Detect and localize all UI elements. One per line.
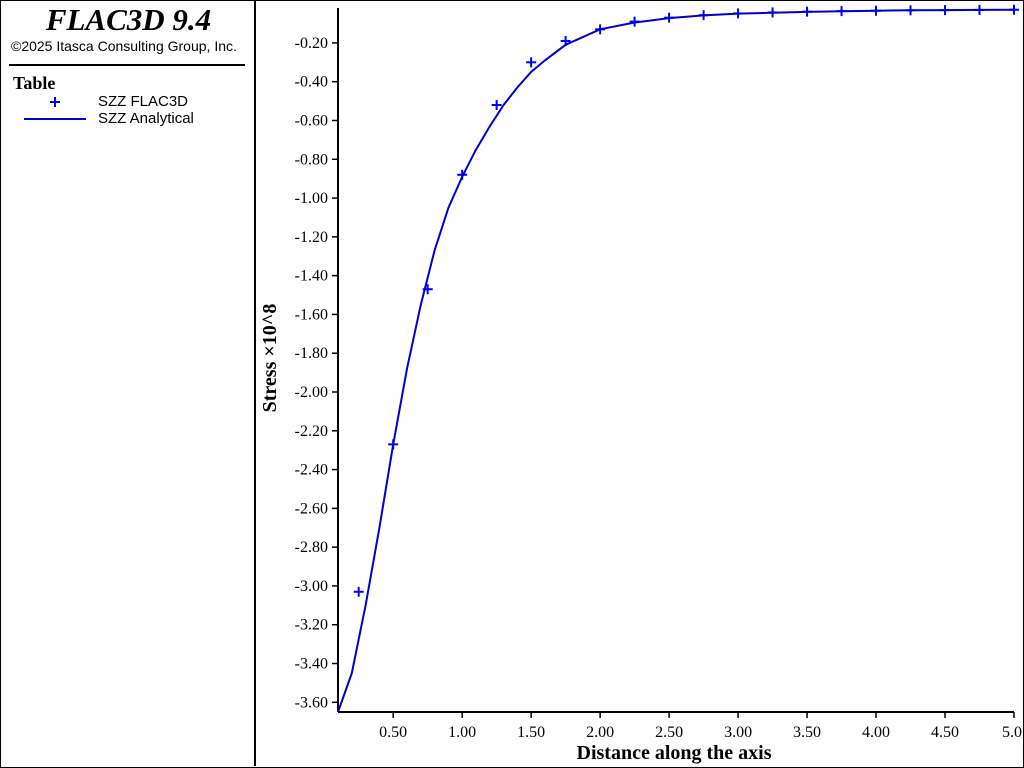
legend-heading: Table (13, 73, 56, 93)
divider (9, 64, 245, 66)
y-tick-label: -3.60 (295, 694, 328, 711)
y-tick-label: -0.20 (295, 35, 328, 52)
y-axis-ticks: -0.20 -0.40 -0.60 -0.80 -1.00 -1.20 -1.40 -1.60… (295, 35, 338, 711)
y-tick-label: -1.40 (295, 268, 328, 285)
legend-item-szz-flac3d[interactable]: SZZ FLAC3D (21, 93, 241, 111)
x-tick-label: 1.50 (517, 724, 545, 741)
x-tick-label: 4.00 (862, 724, 890, 741)
data-point-szz-flac3d (353, 586, 364, 597)
x-tick-label: 3.50 (793, 724, 821, 741)
y-tick-label: -3.00 (295, 578, 328, 595)
legend-item-label: SZZ FLAC3D (98, 93, 189, 110)
y-tick-label: -0.80 (295, 151, 328, 168)
y-axis-label: Stress ×10^8 (259, 304, 281, 413)
series-line-szz-analytical (337, 8, 1015, 713)
x-tick-label: 1.00 (448, 724, 476, 741)
line-symbol-icon (24, 118, 86, 120)
plot-area[interactable]: 0.50 1.00 1.50 2.00 2.50 3.00 3.50 4.00 4.50 5.0 … (258, 0, 1024, 768)
copyright-text: ©2025 Itasca Consulting Group, Inc. (11, 38, 237, 54)
y-tick-label: -1.20 (295, 229, 328, 246)
x-axis-ticks: 0.50 1.00 1.50 2.00 2.50 3.00 3.50 4.00 4.50 5.0 (379, 712, 1022, 741)
legend-item-szz-analytical[interactable]: SZZ Analytical (21, 110, 241, 128)
y-tick-label: -3.40 (295, 656, 328, 673)
data-point-szz-flac3d (491, 99, 502, 110)
legend-panel: FLAC3D 9.4 ©2025 Itasca Consulting Group… (1, 1, 256, 766)
legend-item-label: SZZ Analytical (98, 110, 194, 127)
x-tick-label: 0.50 (379, 724, 407, 741)
stress-chart[interactable]: 0.50 1.00 1.50 2.00 2.50 3.00 3.50 4.00 4.50 5.0 … (258, 0, 1024, 768)
y-tick-label: -1.00 (295, 190, 328, 207)
y-tick-label: -2.40 (295, 462, 328, 479)
y-tick-label: -2.00 (295, 384, 328, 401)
app-title: FLAC3D 9.4 (45, 2, 212, 37)
x-tick-label: 5.0 (1002, 724, 1022, 741)
x-tick-label: 2.00 (586, 724, 614, 741)
x-tick-label: 3.00 (724, 724, 752, 741)
y-tick-label: -0.60 (295, 112, 328, 129)
x-tick-label: 4.50 (931, 724, 959, 741)
x-tick-label: 2.50 (655, 724, 683, 741)
y-tick-label: -2.80 (295, 539, 328, 556)
y-tick-label: -2.60 (295, 500, 328, 517)
y-tick-label: -2.20 (295, 423, 328, 440)
y-tick-label: -0.40 (295, 74, 328, 91)
plus-marker-icon (50, 97, 60, 107)
y-tick-label: -1.60 (295, 306, 328, 323)
data-point-szz-flac3d (526, 57, 537, 68)
series-layer (337, 4, 1019, 713)
y-tick-label: -1.80 (295, 345, 328, 362)
x-axis-label: Distance along the axis (577, 742, 772, 764)
y-tick-label: -3.20 (295, 617, 328, 634)
axes (337, 8, 1014, 713)
